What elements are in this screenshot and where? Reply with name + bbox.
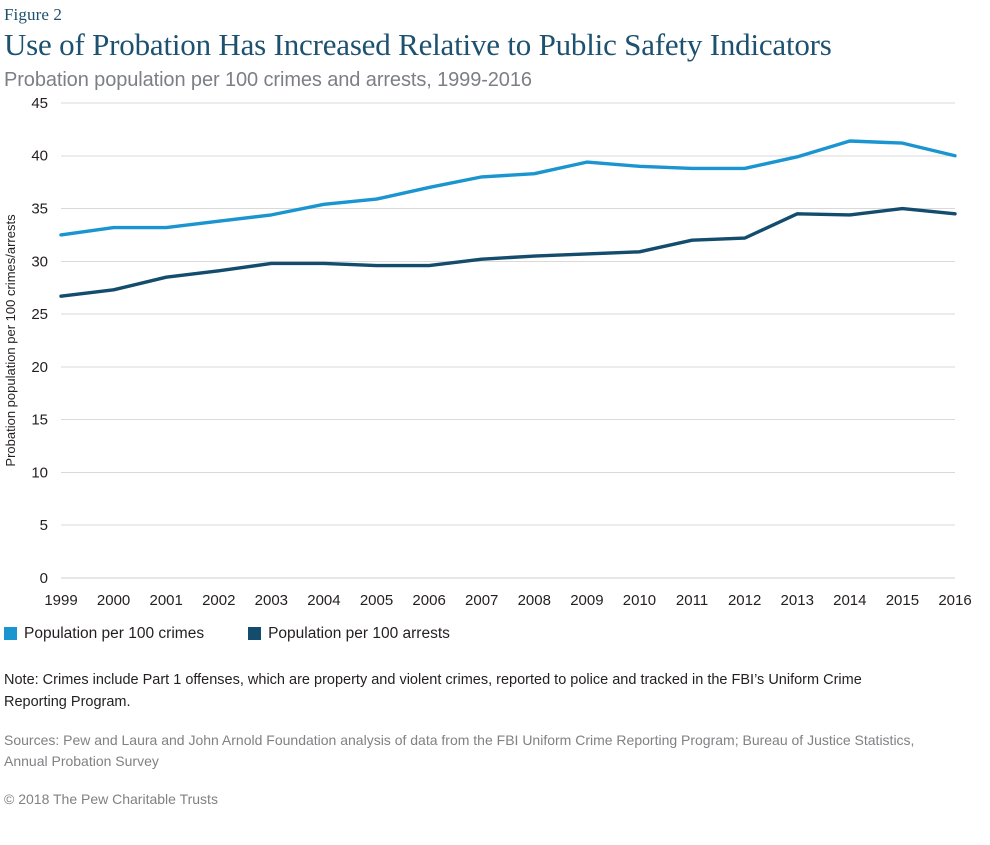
- legend-swatch-arrests: [248, 627, 262, 641]
- figure-subtitle: Probation population per 100 crimes and …: [4, 68, 532, 91]
- note-text: Note: Crimes include Part 1 offenses, wh…: [4, 671, 862, 711]
- figure-header: Figure 2 Use of Probation Has Increased …: [0, 0, 990, 93]
- x-axis-tick-label: 2009: [570, 592, 603, 609]
- x-axis-tick-label: 1999: [44, 592, 77, 609]
- x-axis-tick-label: 2010: [623, 592, 656, 609]
- figure-footnotes: Note: Crimes include Part 1 offenses, wh…: [0, 669, 990, 811]
- y-axis-tick-label: 0: [40, 570, 48, 587]
- legend-label-arrests: Population per 100 arrests: [268, 625, 450, 643]
- chart-legend: Population per 100 crimes Population per…: [0, 621, 990, 647]
- x-axis-tick-label: 2003: [255, 592, 288, 609]
- x-axis-tick-label: 2016: [938, 592, 971, 609]
- sources-text: Sources: Pew and Laura and John Arnold F…: [4, 731, 915, 770]
- x-axis-tick-label: 2006: [412, 592, 445, 609]
- legend-item-arrests: Population per 100 arrests: [248, 626, 450, 642]
- series-line-arrests: [59, 206, 957, 298]
- copyright-text: © 2018 The Pew Charitable Trusts: [4, 791, 218, 808]
- x-axis-tick-label: 2007: [465, 592, 498, 609]
- figure-number-label: Figure 2: [4, 5, 62, 24]
- x-axis-tick-label: 2015: [886, 592, 919, 609]
- x-axis-tick-label: 2001: [149, 592, 182, 609]
- y-axis-tick-label: 40: [31, 148, 48, 165]
- series-line-crimes: [59, 139, 957, 237]
- x-axis-tick-label: 2002: [202, 592, 235, 609]
- y-axis-tick-label: 45: [31, 95, 48, 112]
- y-axis-tick-label: 35: [31, 200, 48, 217]
- x-axis-tick-label: 2005: [360, 592, 393, 609]
- legend-label-crimes: Population per 100 crimes: [24, 625, 205, 643]
- chart-area: 0 5 10 15 20 25 30 35 40 45 Probation population p…: [0, 93, 990, 623]
- legend-swatch-crimes: [4, 627, 17, 641]
- y-axis-title: Probation population per 100 crimes/arre…: [3, 214, 18, 467]
- x-axis-tick-label: 2013: [781, 592, 814, 609]
- x-axis-tick-label: 2000: [97, 592, 130, 609]
- line-chart: 0 5 10 15 20 25 30 35 40 45 Probation population p…: [3, 95, 972, 609]
- y-axis-tick-label: 5: [40, 517, 48, 534]
- x-axis-tick-label: 2011: [676, 592, 708, 609]
- x-axis-tick-label: 2012: [728, 592, 761, 609]
- y-axis-tick-label: 20: [31, 359, 48, 376]
- x-axis-tick-label: 2008: [518, 592, 551, 609]
- figure-title: Use of Probation Has Increased Relative …: [4, 27, 832, 63]
- legend-item-crimes: Population per 100 crimes: [4, 626, 204, 642]
- x-axis-tick-label: 2014: [833, 592, 866, 609]
- y-axis-tick-label: 30: [31, 253, 48, 270]
- y-axis-tick-label: 10: [31, 464, 48, 481]
- y-axis-tick-label: 25: [31, 306, 48, 323]
- x-axis-tick-label: 2004: [307, 592, 340, 609]
- y-axis-tick-label: 15: [31, 411, 48, 428]
